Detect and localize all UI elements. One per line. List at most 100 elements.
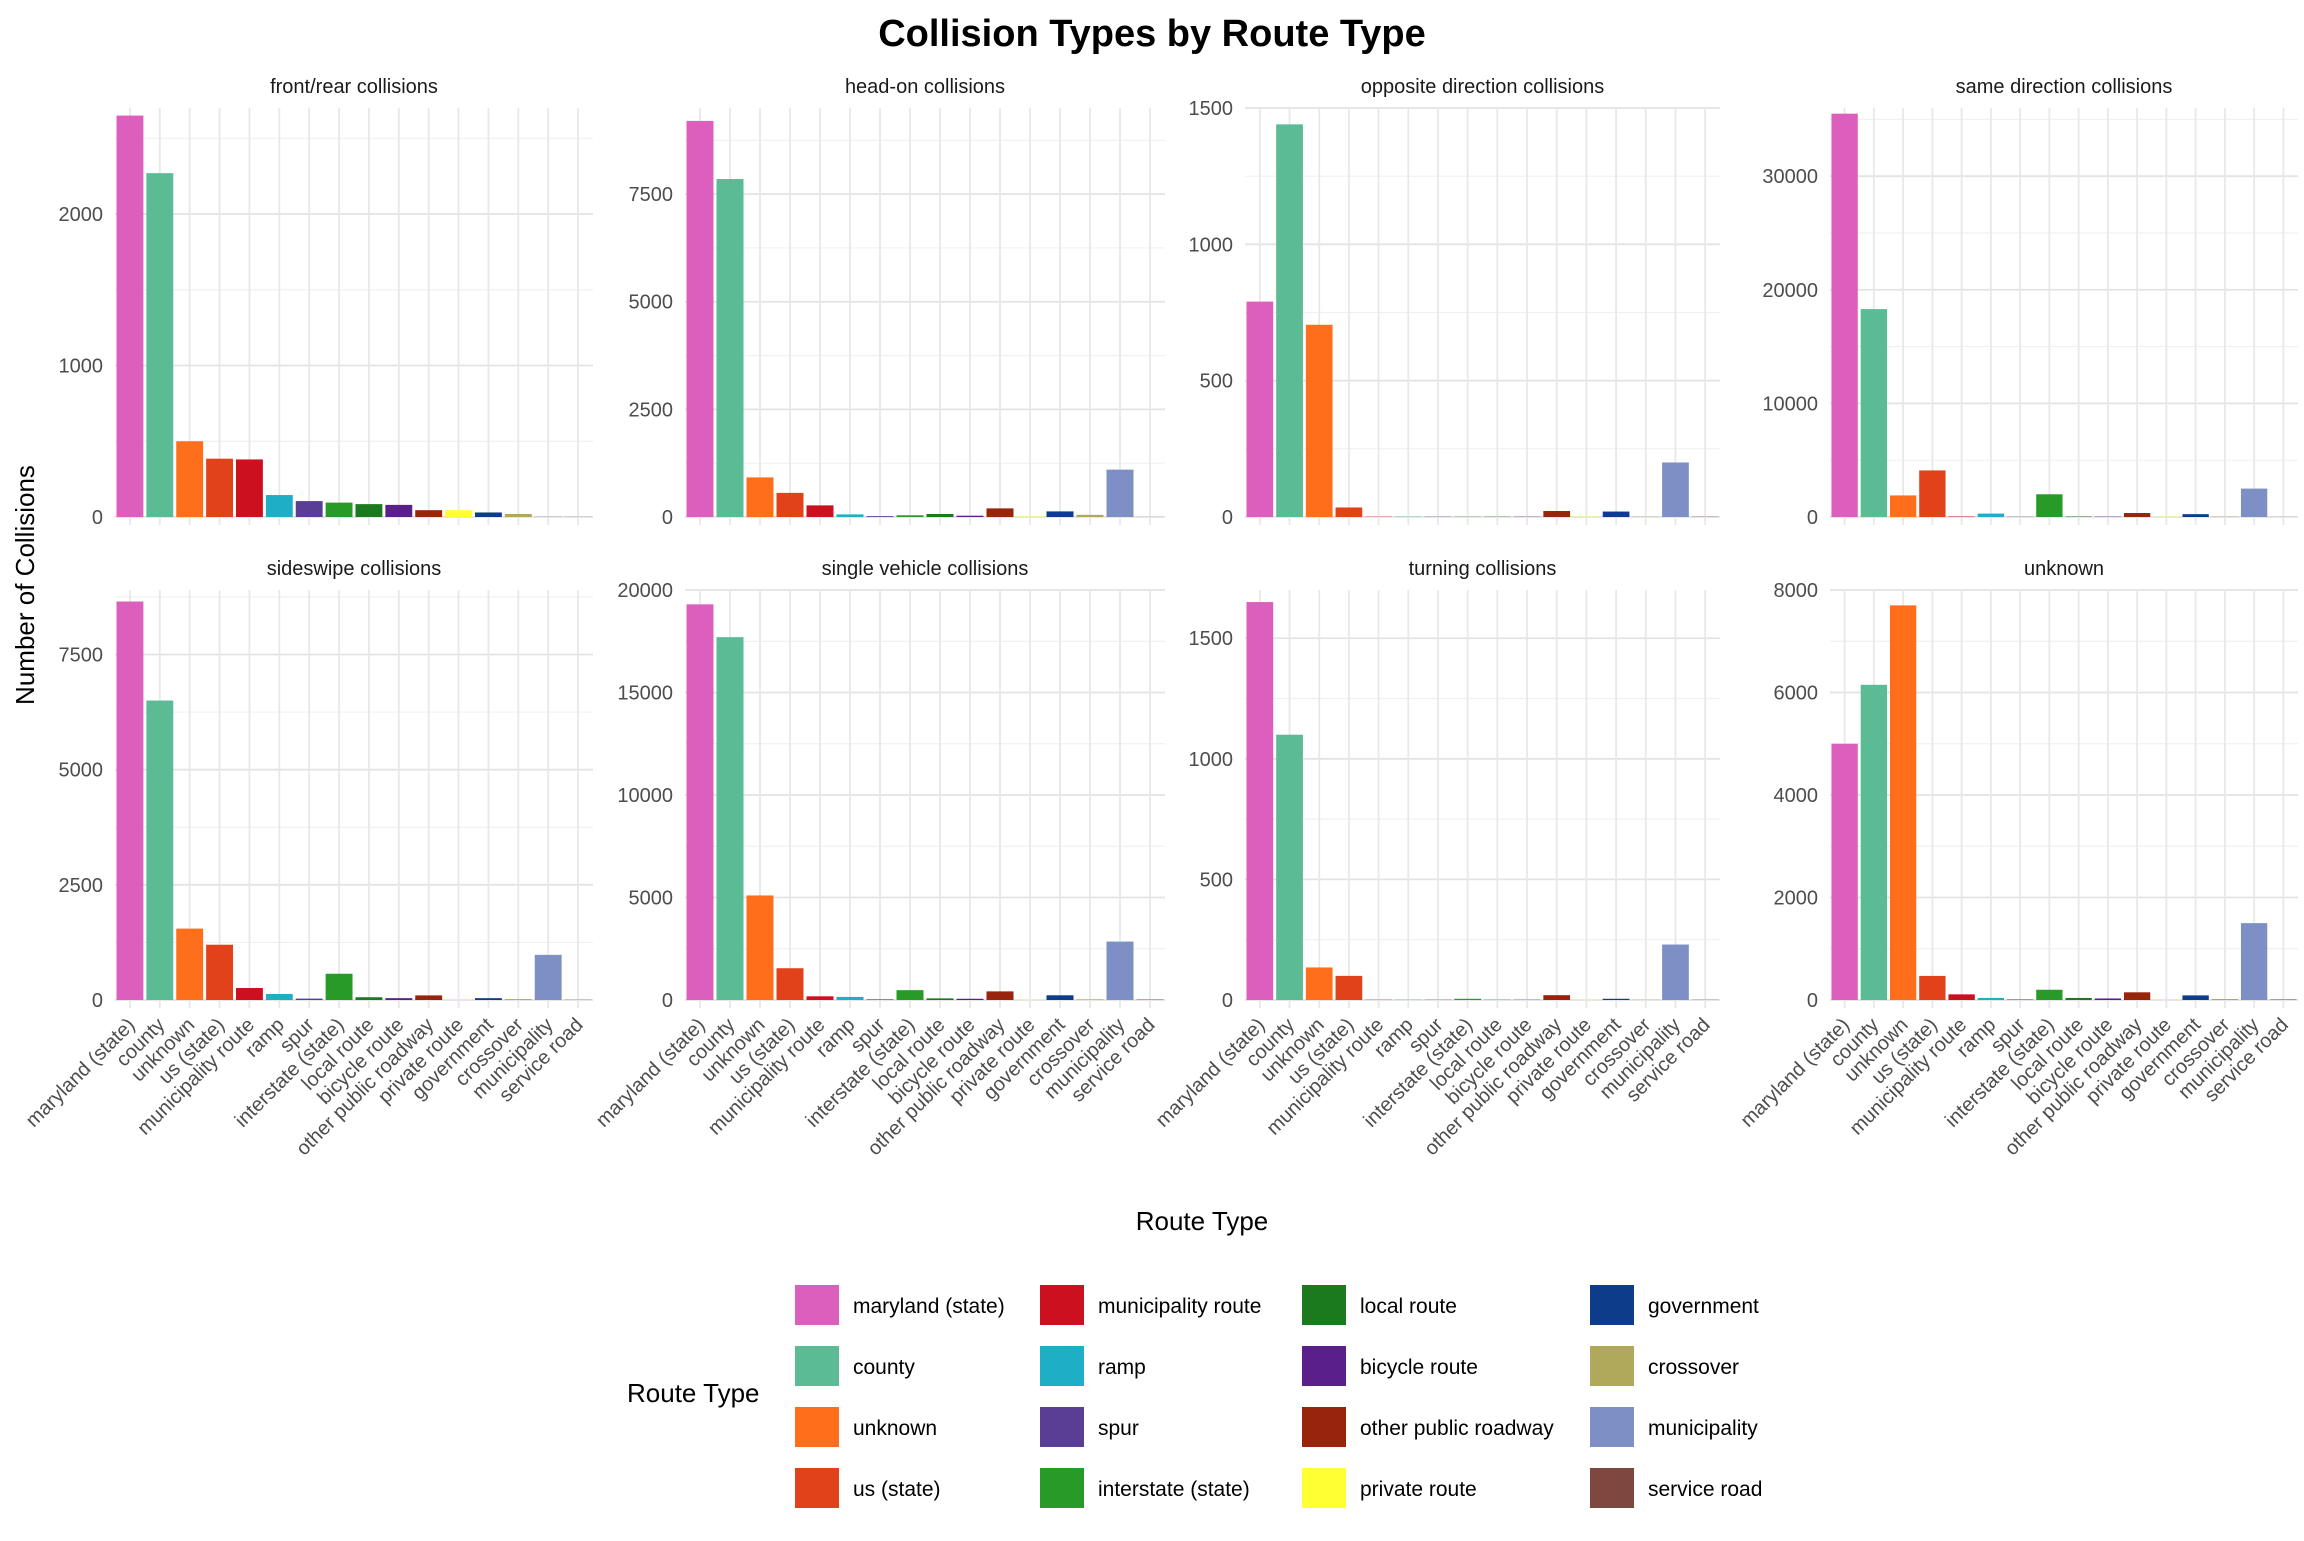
bar [266,994,293,1000]
bar [837,514,864,517]
legend-swatch [1590,1468,1634,1508]
legend-title: Route Type [627,1378,760,1408]
legend-swatch [795,1407,839,1447]
bar [2007,999,2033,1000]
bar [505,999,532,1000]
bar [296,999,323,1000]
legend-swatch [1302,1346,1346,1386]
bar [1246,602,1273,1000]
bar [445,510,472,517]
legend-item: municipality route [1040,1285,1261,1325]
bar [1919,470,1945,517]
y-tick-label: 0 [1807,990,1818,1012]
x-tick-label: maryland (state) [1736,1014,1854,1132]
y-tick-label: 1500 [1189,628,1234,650]
bar [687,604,714,1000]
bar [266,495,293,517]
y-tick-label: 30000 [1762,166,1818,188]
y-tick-label: 7500 [59,644,104,666]
bar [2036,990,2062,1000]
panel-title: sideswipe collisions [267,558,442,580]
bar [717,637,744,1000]
legend-item: county [795,1346,915,1386]
bar [2241,489,2267,517]
bar [176,929,203,1000]
y-tick-label: 20000 [617,580,673,602]
legend-label: municipality route [1098,1295,1261,1318]
bar [1662,945,1689,1000]
legend-item: other public roadway [1302,1407,1554,1447]
bar [927,998,954,1000]
legend-item: interstate (state) [1040,1468,1250,1508]
bar [1246,302,1273,517]
bar [236,988,263,1000]
bar [1336,507,1363,517]
legend-item: bicycle route [1302,1346,1478,1386]
bar [146,701,173,1000]
legend-label: other public roadway [1360,1417,1554,1440]
x-axis-label: Route Type [1136,1206,1269,1236]
bar [867,516,894,517]
bar [747,895,774,1000]
legend-swatch [1302,1468,1346,1508]
legend-label: ramp [1098,1356,1146,1379]
bar [897,990,924,1000]
y-tick-label: 0 [1222,507,1233,529]
legend-label: county [853,1356,915,1379]
bar [687,121,714,517]
bar [1543,511,1570,517]
bar [355,997,382,1000]
bar [206,945,233,1000]
bar [1306,325,1333,517]
bar [807,996,834,1000]
y-tick-label: 2500 [59,875,104,897]
y-tick-label: 4000 [1774,785,1819,807]
legend-label: us (state) [853,1478,941,1501]
x-tick-label: maryland (state) [22,1014,140,1132]
x-tick-label: maryland (state) [592,1014,710,1132]
bar [1978,514,2004,517]
legend-item: spur [1040,1407,1139,1447]
bar [1890,605,1916,1000]
panel-5: sideswipe collisions0250050007500marylan… [22,558,593,1160]
y-tick-label: 7500 [629,184,674,206]
legend-label: municipality [1648,1417,1758,1440]
bar [1831,114,1857,517]
legend-swatch [1040,1407,1084,1447]
bar [116,116,143,517]
y-axis-label: Number of Collisions [10,465,40,705]
y-tick-label: 1000 [1189,234,1234,256]
legend-swatch [1302,1285,1346,1325]
y-tick-label: 10000 [617,785,673,807]
legend-item: private route [1302,1468,1477,1508]
bar [2065,998,2091,1000]
bar [415,995,442,1000]
bar [1603,999,1630,1000]
legend-swatch [795,1285,839,1325]
bar [326,974,353,1000]
legend-item: unknown [795,1407,937,1447]
bar [2212,999,2238,1000]
y-tick-label: 10000 [1762,393,1818,415]
bar [1861,685,1887,1000]
bar [176,441,203,517]
bar [475,512,502,517]
panel-title: head-on collisions [845,76,1005,98]
bar [1861,309,1887,517]
bar [296,501,323,517]
legend-swatch [1590,1407,1634,1447]
bar [2095,998,2121,1000]
y-tick-label: 5000 [629,888,674,910]
y-tick-label: 0 [1807,507,1818,529]
legend-swatch [1590,1346,1634,1386]
y-tick-label: 8000 [1774,580,1819,602]
bar [1948,994,1974,1000]
bar [1454,999,1481,1000]
x-tick-label: maryland (state) [1152,1014,1270,1132]
bar [2270,999,2296,1000]
bar [987,508,1014,517]
bar [1603,512,1630,517]
